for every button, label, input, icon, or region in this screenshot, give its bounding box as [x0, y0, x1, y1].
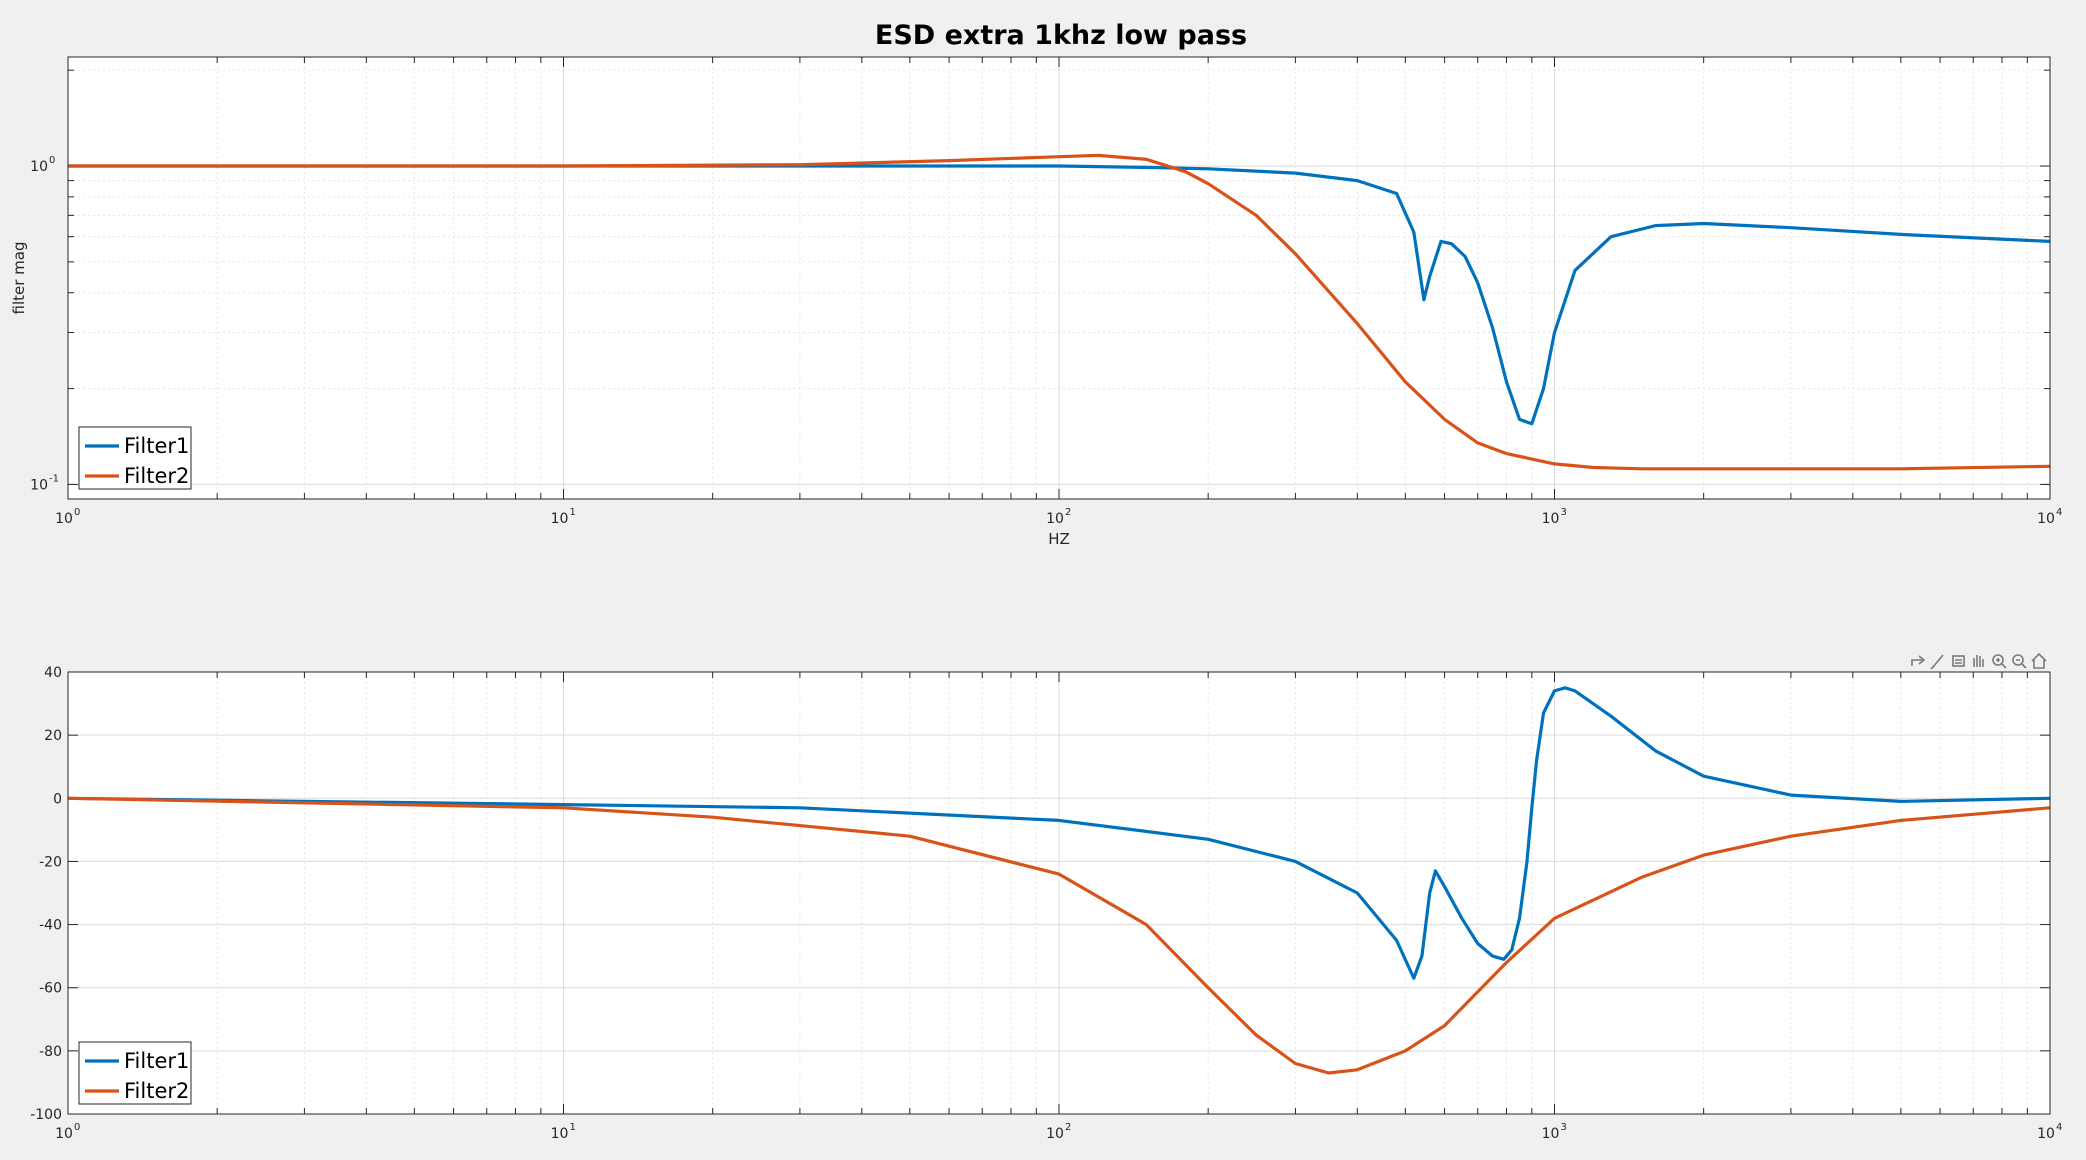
y-tick-label: 0 — [53, 791, 62, 807]
datatip-icon[interactable] — [1952, 655, 1965, 667]
home-icon[interactable] — [2031, 652, 2047, 669]
y-tick-text: -20 — [39, 854, 62, 870]
y-tick-label: 10 -1 — [30, 473, 59, 493]
series-line-filter2[interactable] — [68, 796, 2050, 1075]
x-tick-base: 10 — [1542, 1126, 1560, 1142]
minor-grid — [216, 672, 2028, 1114]
y-tick-label: -60 — [39, 981, 62, 997]
y-tick-label: -40 — [39, 918, 62, 934]
x-axis-label: HZ — [1048, 530, 1070, 548]
legend-label: Filter1 — [124, 434, 189, 458]
x-tick-base: 10 — [55, 1126, 73, 1142]
y-tick-text: -100 — [30, 1107, 62, 1123]
y-tick-label: 40 — [44, 665, 62, 681]
x-tick-base: 10 — [551, 511, 569, 527]
legend-label: Filter2 — [124, 464, 189, 488]
x-tick-label: 10 2 — [1046, 507, 1071, 527]
axes-toolbar[interactable] — [1911, 652, 2047, 670]
y-tick-exponent: 0 — [49, 155, 55, 166]
legend[interactable]: Filter1 Filter2 — [78, 426, 192, 490]
axes-2[interactable]: 10 0 10 1 10 2 10 3 10 440200-20-40-60-80-100Filt… — [30, 665, 2062, 1142]
y-tick-label: -100 — [30, 1107, 62, 1123]
x-tick-base: 10 — [1046, 1126, 1064, 1142]
y-axis-label: filter mag — [10, 242, 28, 315]
x-tick-exponent: 2 — [1065, 507, 1071, 518]
y-tick-label: -20 — [39, 854, 62, 870]
x-tick-label: 10 2 — [1046, 1122, 1071, 1142]
legend-label: Filter1 — [124, 1049, 189, 1073]
x-tick-label: 10 1 — [551, 1122, 576, 1142]
x-tick-exponent: 2 — [1065, 1122, 1071, 1133]
y-tick-text: 20 — [44, 728, 62, 744]
legend-item-filter2[interactable]: Filter2 — [85, 464, 189, 488]
y-tick-label: 10 0 — [30, 155, 55, 175]
x-tick-label: 10 3 — [1542, 507, 1567, 527]
x-tick-exponent: 0 — [74, 507, 80, 518]
x-tick-base: 10 — [55, 511, 73, 527]
legend-label: Filter2 — [124, 1079, 189, 1103]
y-tick-text: -60 — [39, 981, 62, 997]
zoom-out-icon[interactable] — [2012, 654, 2027, 669]
legend-item-filter1[interactable]: Filter1 — [85, 434, 189, 458]
series-line-filter1[interactable] — [68, 686, 2050, 980]
x-tick-base: 10 — [2037, 511, 2055, 527]
x-tick-label: 10 3 — [1542, 1122, 1567, 1142]
y-tick-exponent: -1 — [49, 473, 59, 484]
x-tick-exponent: 4 — [2056, 1122, 2062, 1133]
series-line-filter1[interactable] — [68, 164, 2050, 426]
legend[interactable]: Filter1 Filter2 — [78, 1041, 192, 1105]
x-tick-label: 10 1 — [551, 507, 576, 527]
y-tick-label: -80 — [39, 1044, 62, 1060]
x-tick-exponent: 3 — [1561, 1122, 1567, 1133]
y-tick-text: -80 — [39, 1044, 62, 1060]
x-tick-exponent: 4 — [2056, 507, 2062, 518]
zoom-in-icon[interactable] — [1992, 654, 2007, 669]
x-tick-exponent: 1 — [570, 1122, 576, 1133]
y-tick-text: 40 — [44, 665, 62, 681]
figure-title: ESD extra 1khz low pass — [875, 20, 1247, 51]
x-tick-label: 10 4 — [2037, 507, 2062, 527]
pan-icon[interactable] — [1973, 655, 1984, 667]
x-tick-base: 10 — [1046, 511, 1064, 527]
x-tick-exponent: 3 — [1561, 507, 1567, 518]
x-tick-label: 10 0 — [55, 507, 80, 527]
y-tick-text: -40 — [39, 918, 62, 934]
y-tick-base: 10 — [30, 159, 48, 175]
x-tick-exponent: 0 — [74, 1122, 80, 1133]
x-tick-base: 10 — [551, 1126, 569, 1142]
axes-frame — [67, 671, 2051, 1115]
axes-frame — [67, 56, 2051, 500]
legend-item-filter1[interactable]: Filter1 — [85, 1049, 189, 1073]
export-icon[interactable] — [1911, 655, 1926, 666]
y-tick-base: 10 — [30, 477, 48, 493]
y-tick-label: 20 — [44, 728, 62, 744]
x-tick-exponent: 1 — [570, 507, 576, 518]
x-tick-base: 10 — [2037, 1126, 2055, 1142]
x-tick-base: 10 — [1542, 511, 1560, 527]
legend-item-filter2[interactable]: Filter2 — [85, 1079, 189, 1103]
series-line-filter2[interactable] — [68, 153, 2050, 471]
y-tick-text: 0 — [53, 791, 62, 807]
x-tick-label: 10 0 — [55, 1122, 80, 1142]
x-tick-label: 10 4 — [2037, 1122, 2062, 1142]
brush-icon[interactable] — [1930, 654, 1944, 670]
